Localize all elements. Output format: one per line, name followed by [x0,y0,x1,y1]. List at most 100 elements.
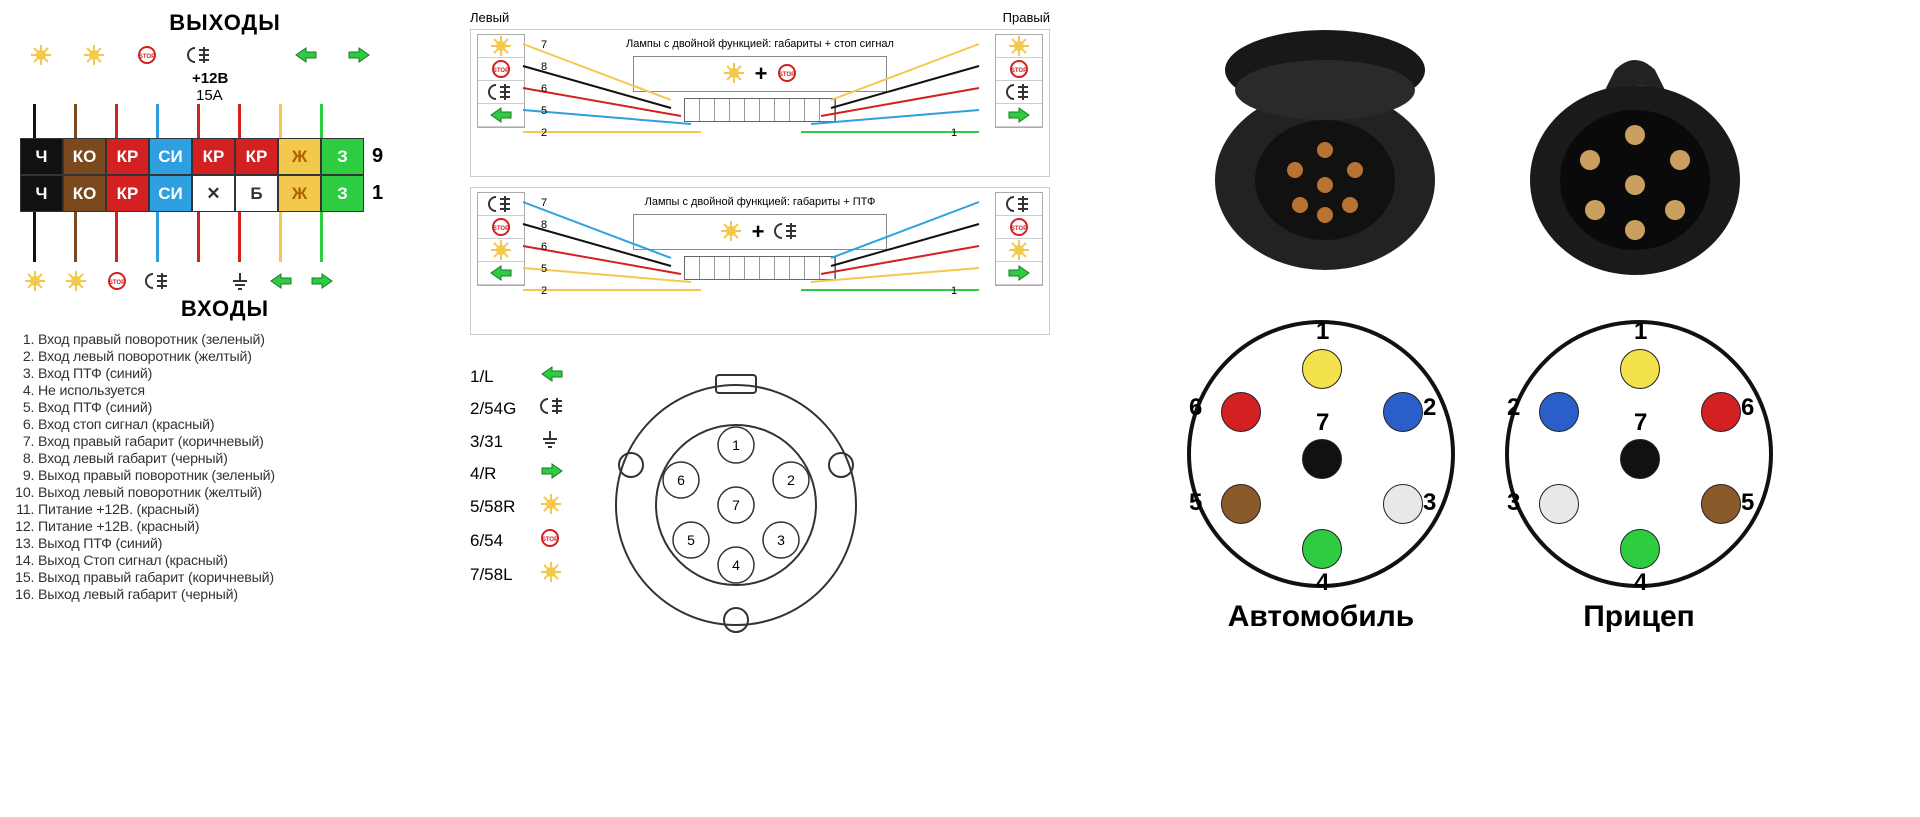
car-pinout: 1234567 Автомобиль [1187,320,1455,634]
pin-label-3: 3 [1423,489,1436,517]
pin-label-4: 4 [1634,569,1647,597]
wire [184,104,213,138]
sun-icon [20,42,61,68]
pin-6 [1701,392,1741,432]
terminal-КО: КО [63,138,106,175]
svg-text:6: 6 [541,241,547,253]
sun-icon [20,268,49,294]
trailer-pinout: 1234567 Прицеп [1505,320,1773,634]
right-panel: 1234567 Автомобиль 1234567 Прицеп [1080,10,1880,807]
car-caption: Автомобиль [1187,600,1455,634]
stop-icon: STOP [996,216,1042,239]
svg-text:1: 1 [951,127,957,139]
arrow-r-icon [338,42,379,68]
svg-text:STOP: STOP [542,537,558,543]
fog-icon [996,81,1042,104]
pin-5 [1221,484,1261,524]
terminal-Б: Б [235,175,278,212]
outputs-title: ВЫХОДЫ [10,10,440,36]
svg-text:2: 2 [541,285,547,297]
socket-pin-1/L: 1/L [470,365,566,388]
right-lamp-label: Правый [1003,10,1050,25]
pin-6 [1221,392,1261,432]
legend-item: Выход правый поворотник (зеленый) [38,468,440,484]
diag1-stop-icon: STOP [777,63,797,86]
socket-pin-5/58R: 5/58R [470,493,566,520]
sun-icon [61,268,90,294]
pin-label-7: 7 [1316,409,1329,437]
svg-text:STOP: STOP [493,226,509,232]
legend-item: Выход ПТФ (синий) [38,536,440,552]
top-wires [20,104,440,138]
mid-panel: Левый Правый STOP STOP + STOP Лампы с дв… [470,10,1050,807]
wire [225,104,254,138]
legend-item: Питание +12В. (красный) [38,519,440,535]
wire [102,212,131,262]
fog-icon [478,81,524,104]
socket-pin-6/54: 6/54STOP [470,528,566,553]
svg-text:STOP: STOP [138,54,154,60]
stop-icon: STOP [996,58,1042,81]
terminal-КО: КО [63,175,106,212]
wire [61,104,90,138]
terminal-КР: КР [106,175,149,212]
connector-strip-2 [684,256,836,280]
row1-num: 1 [372,182,383,205]
diag1-title: Лампы с двойной функцией: габариты + сто… [479,38,1041,50]
diag2-sun-icon [720,220,742,245]
wire [20,212,49,262]
pin-label-5: 5 [1189,489,1202,517]
terminal-КР: КР [106,138,149,175]
wire [307,104,336,138]
wire [266,104,295,138]
fog-icon [478,193,524,216]
power-label: +12В [192,70,228,87]
legend-item: Вход правый габарит (коричневый) [38,434,440,450]
spacer [184,268,213,294]
sun-icon [996,239,1042,262]
diag1-sun-icon [723,62,745,87]
socket-pin-7/58L: 7/58L [470,561,566,588]
arrow-l-icon [266,268,295,294]
svg-text:STOP: STOP [779,72,795,78]
pin-label-6: 6 [1741,394,1754,422]
pin-4 [1302,529,1342,569]
sun-icon [478,35,524,58]
terminal-✕: ✕ [192,175,235,212]
wire [143,212,172,262]
car-socket-photo [1185,30,1465,290]
socket-pin-4/R: 4/R [470,462,566,485]
pin-4 [1620,529,1660,569]
wire [266,212,295,262]
stop-icon: STOP [102,268,131,294]
diag2-title: Лампы с двойной функцией: габариты + ПТФ [479,196,1041,208]
socket-pin-2/54G: 2/54G [470,396,566,421]
svg-text:6: 6 [677,472,685,488]
socket-pin-legend: 1/L2/54G3/314/R5/58R6/54STOP7/58L [470,357,566,650]
pin-7 [1620,439,1660,479]
left-lamp-label: Левый [470,10,509,25]
svg-text:7: 7 [732,497,740,513]
pin-5 [1701,484,1741,524]
pin-label-7: 7 [1634,409,1647,437]
pin-label-1: 1 [1634,318,1647,346]
legend-item: Вход ПТФ (синий) [38,400,440,416]
svg-text:STOP: STOP [493,68,509,74]
terminal-Ч: Ч [20,138,63,175]
svg-text:STOP: STOP [108,280,124,286]
svg-text:4: 4 [732,557,740,573]
fog-icon [143,268,172,294]
arrow-l-icon [285,42,326,68]
fuse-label: 15А [196,87,223,104]
svg-text:2: 2 [787,472,795,488]
pin-label-3: 3 [1507,489,1520,517]
left-panel: ВЫХОДЫ STOP +12В 15А ЧКОКРСИКРКРЖЗ 9 ЧКО… [10,10,440,807]
pin-1 [1302,349,1342,389]
legend-item: Вход стоп сигнал (красный) [38,417,440,433]
arrow-icon [478,104,524,127]
pin-row-9: ЧКОКРСИКРКРЖЗ 9 [20,138,440,175]
socket-face-diagram: 1234567 [586,345,886,650]
diag2-fog-icon [774,221,800,244]
pin-row-1: ЧКОКРСИ✕БЖЗ 1 [20,175,440,212]
pin-2 [1539,392,1579,432]
